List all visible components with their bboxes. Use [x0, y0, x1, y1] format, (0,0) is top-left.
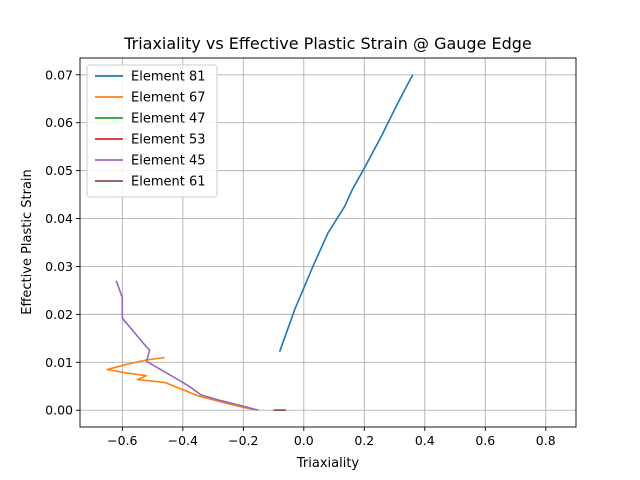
y-tick-label: 0.06 — [45, 115, 73, 130]
legend-label-element-47: Element 47 — [131, 112, 206, 127]
y-axis-label: Effective Plastic Strain — [20, 169, 35, 315]
plot-frame — [79, 57, 577, 428]
chart-title: Triaxiality vs Effective Plastic Strain … — [123, 34, 532, 53]
legend: Element 81 Element 67 Element 47 Element 53… — [86, 64, 218, 198]
y-tick-label: 0.00 — [45, 403, 73, 418]
series-line-element-67 — [106, 356, 256, 411]
legend-label-element-45: Element 45 — [131, 154, 206, 169]
series-line-element-45 — [115, 280, 259, 411]
x-tick-label: −0.4 — [168, 433, 198, 448]
x-tick-label: 0.6 — [475, 433, 495, 448]
x-axis-label: Triaxiality — [296, 456, 360, 471]
legend-label-element-61: Element 61 — [131, 175, 206, 190]
x-tick-label: 0.8 — [536, 433, 556, 448]
series-lines — [106, 74, 414, 412]
x-tick-label: 0.2 — [354, 433, 374, 448]
x-tick-label: −0.2 — [228, 433, 258, 448]
x-tick-label: 0.4 — [415, 433, 435, 448]
legend-box — [86, 64, 218, 198]
legend-label-element-81: Element 81 — [131, 70, 206, 85]
y-tick-label: 0.04 — [45, 211, 73, 226]
y-tick-label: 0.01 — [45, 355, 73, 370]
y-tick-label: 0.05 — [45, 163, 73, 178]
y-tick-label: 0.07 — [45, 67, 73, 82]
y-axis-ticks: 0.00 0.01 0.02 0.03 0.04 0.05 0.06 0.07 — [45, 67, 80, 418]
x-tick-label: 0.0 — [294, 433, 314, 448]
x-axis-ticks: −0.6 −0.4 −0.2 0.0 0.2 0.4 0.6 0.8 — [107, 427, 556, 448]
y-tick-label: 0.02 — [45, 307, 73, 322]
y-tick-label: 0.03 — [45, 259, 73, 274]
grid — [80, 58, 576, 427]
x-tick-label: −0.6 — [107, 433, 137, 448]
legend-label-element-53: Element 53 — [131, 133, 206, 148]
series-line-element-81 — [278, 74, 414, 353]
legend-label-element-67: Element 67 — [131, 91, 206, 106]
